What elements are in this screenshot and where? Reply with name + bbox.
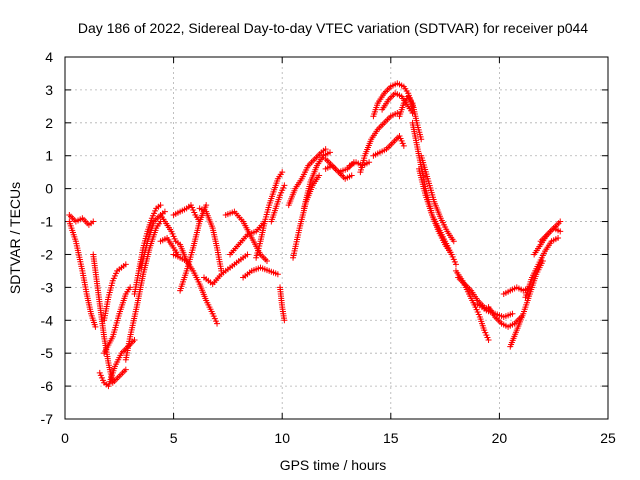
series-trace-13 [170,251,221,327]
y-tick-label: 2 [45,115,53,131]
series-trace-40 [485,304,525,330]
y-tick-label: -6 [41,378,54,394]
data-point-marker [452,261,459,268]
data-point-marker [281,182,288,189]
series-trace-15 [196,205,225,274]
y-tick-label: -4 [41,312,54,328]
y-tick-label: -1 [41,214,54,230]
data-point-marker [127,284,134,291]
x-tick-label: 10 [274,430,290,446]
data-point-marker [557,218,564,225]
series-trace-8 [131,202,164,297]
series-line [349,161,370,167]
y-axis-label: SDTVAR / TECUs [7,182,23,294]
data-point-marker [279,169,286,176]
series-trace-36 [418,152,457,245]
x-tick-label: 20 [492,430,508,446]
data-point-marker [366,159,373,166]
data-point-marker [122,261,129,268]
data-point-marker [161,208,168,215]
y-tick-label: 4 [45,49,53,65]
x-tick-label: 5 [170,430,178,446]
data-point-marker [322,146,329,153]
y-tick-label: -3 [41,279,54,295]
series-trace-38 [455,274,494,314]
series-trace-16 [201,251,251,288]
series-trace-19 [240,264,281,281]
data-point-marker [316,172,323,179]
data-point-marker [348,172,355,179]
data-point-marker [157,202,164,209]
series-trace-7 [122,218,164,363]
plot-frame [64,56,609,420]
series-trace-28 [346,159,373,169]
series-trace-3 [90,251,129,386]
data-point-marker [203,202,210,209]
x-axis-label: GPS time / hours [280,457,387,473]
data-point-marker [274,271,281,278]
data-point-marker [92,323,99,330]
series-trace-23 [285,146,329,209]
series-trace-31 [370,132,407,159]
y-tick-label: 3 [45,82,53,98]
data-point-marker [509,310,516,317]
series-trace-22 [277,284,288,324]
series-trace-6 [101,284,134,357]
data-point-marker [263,258,270,265]
data-point-marker [400,142,407,149]
data-point-marker [555,235,562,241]
data-point-marker [485,337,492,344]
series-trace-29 [357,109,401,176]
chart-title: Day 186 of 2022, Sidereal Day-to-day VTE… [78,20,588,36]
series-line [457,277,491,311]
data-point-marker [281,317,288,324]
x-tick-label: 25 [600,430,616,446]
series-trace-14 [177,202,210,294]
series-trace-25 [300,149,333,212]
series-trace-43 [522,235,562,301]
x-tick-label: 15 [383,430,399,446]
data-point-marker [122,366,129,373]
data-series [66,80,564,390]
series-trace-18 [222,208,270,265]
data-point-marker [90,218,97,225]
series-trace-9 [138,208,168,271]
series-line [160,237,179,255]
series-trace-42 [507,258,546,350]
data-point-marker [326,149,333,156]
y-tick-label: 1 [45,148,53,164]
series-trace-1 [66,218,99,330]
data-point-marker [244,251,251,258]
grid-lines [65,57,608,419]
data-point-marker [557,228,564,235]
series-trace-5 [101,261,129,324]
y-tick-label: -5 [41,345,54,361]
series-trace-35 [416,165,459,268]
series-trace-21 [268,182,288,225]
data-point-marker [214,320,221,327]
y-tick-label: 0 [45,181,53,197]
x-tick-label: 0 [61,430,69,446]
data-point-marker [394,109,401,116]
data-point-marker [450,238,457,245]
y-tick-label: -2 [41,246,54,262]
series-trace-2 [66,211,97,228]
series-trace-33 [396,93,425,143]
data-point-marker [131,337,138,344]
series-trace-20 [253,169,286,261]
series-trace-45 [537,225,564,245]
data-point-marker [418,136,425,143]
y-tick-label: -7 [41,411,54,427]
series-trace-10 [157,211,190,265]
